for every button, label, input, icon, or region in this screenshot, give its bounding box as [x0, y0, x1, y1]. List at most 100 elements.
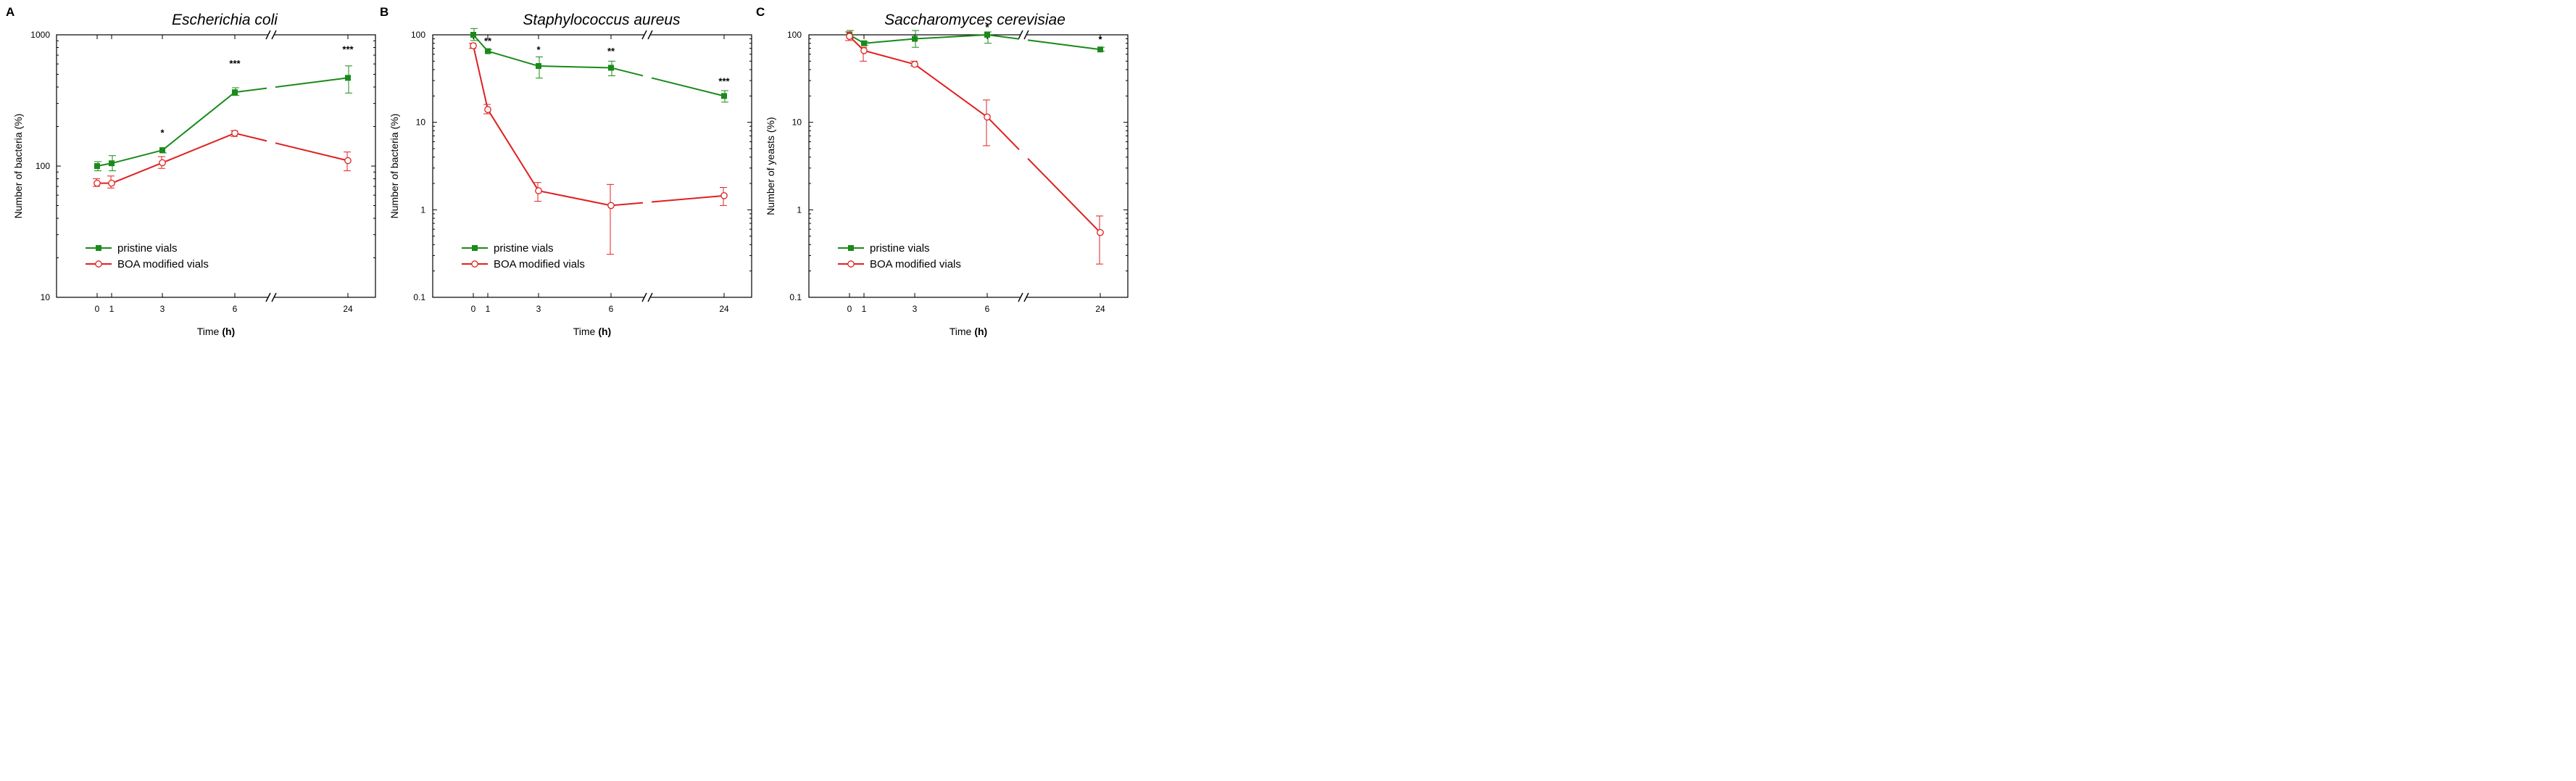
panel-letter: B — [380, 5, 389, 19]
data-point-pristine — [984, 32, 990, 38]
data-point-pristine — [94, 163, 100, 169]
y-tick-label: 10 — [792, 117, 802, 128]
x-axis: 0 1 3 6 24 — [847, 35, 1105, 314]
data-point-pristine — [721, 93, 727, 99]
legend: pristine vials BOA modified vials — [462, 242, 585, 270]
significance-label: ** — [607, 46, 615, 57]
axis-break-mark — [647, 30, 653, 40]
x-tick-label: 1 — [486, 304, 491, 314]
data-point-pristine — [912, 36, 918, 42]
axis-break-mark — [271, 292, 277, 302]
series-line-segment — [914, 63, 988, 118]
data-point-pristine — [159, 147, 165, 154]
y-tick-label: 100 — [787, 30, 802, 40]
plot-frame — [432, 34, 752, 298]
series-pristine-vials — [847, 30, 1105, 53]
panel-letter: A — [6, 5, 14, 19]
y-tick-label: 0.1 — [413, 292, 425, 302]
data-point-boa — [607, 202, 615, 210]
x-tick-label: 0 — [471, 304, 476, 314]
x-tick-label: 6 — [609, 304, 614, 314]
series-line-segment — [986, 116, 1020, 150]
y-tick-label: 10 — [416, 117, 426, 128]
y-axis-title: Number of bacteria (%) — [12, 114, 24, 219]
legend-label: BOA modified vials — [870, 258, 961, 270]
panel-a-chart: A Escherichia coli 10 100 1000 0 1 3 6 24 Time (h) N… — [6, 5, 376, 337]
chart-title: Escherichia coli — [172, 12, 278, 28]
series-line-segment — [610, 67, 644, 77]
y-tick-label: 10 — [41, 292, 51, 302]
legend-label: pristine vials — [117, 242, 178, 255]
plot-frame — [56, 34, 376, 298]
data-point-boa — [108, 179, 115, 187]
series-line-segment — [487, 109, 539, 191]
x-axis: 0 1 3 6 24 — [471, 35, 729, 314]
series-line-segment — [111, 149, 163, 165]
data-point-boa — [911, 60, 918, 68]
series-line-segment — [162, 91, 236, 151]
legend-marker-square — [472, 245, 478, 251]
axis-break-gap — [268, 293, 274, 302]
x-tick-label: 6 — [233, 304, 238, 314]
axis-break-mark — [1018, 30, 1023, 40]
series-line-segment — [986, 34, 1020, 40]
series-line-segment — [487, 50, 539, 67]
axis-break-mark — [641, 30, 647, 40]
series-line-segment — [111, 162, 163, 184]
data-point-pristine — [470, 32, 476, 38]
significance-label: ** — [484, 36, 492, 46]
data-point-boa — [1097, 228, 1104, 236]
series-line-segment — [538, 190, 612, 207]
series-boa-modified-vials — [469, 42, 728, 255]
x-axis: 0 1 3 6 24 — [95, 35, 353, 314]
x-tick-label: 24 — [719, 304, 729, 314]
x-tick-label: 3 — [160, 304, 165, 314]
legend-marker-square — [848, 245, 854, 251]
data-point-boa — [470, 42, 477, 49]
axis-break-mark — [1023, 292, 1029, 302]
significance-label: *** — [229, 58, 241, 69]
series-boa-modified-vials — [93, 129, 352, 189]
legend: pristine vials BOA modified vials — [838, 242, 961, 270]
y-tick-label: 1000 — [30, 30, 50, 40]
legend-label: pristine vials — [494, 242, 554, 255]
series-line-segment — [651, 77, 725, 97]
x-tick-label: 0 — [95, 304, 100, 314]
significance-label: * — [1098, 33, 1102, 44]
data-point-boa — [860, 46, 868, 54]
series-line-segment — [914, 34, 988, 40]
axis-break-gap — [644, 293, 650, 302]
legend-marker-square — [96, 245, 101, 251]
series-line-segment — [473, 45, 489, 110]
series-pristine-vials — [470, 28, 728, 103]
x-tick-label: 3 — [536, 304, 541, 314]
series-line-segment — [610, 202, 644, 207]
x-axis-title-text: Time — [950, 326, 972, 337]
series-line-segment — [1027, 39, 1101, 51]
data-point-boa — [535, 187, 542, 194]
series-line-segment — [538, 65, 612, 69]
chart-title: Saccharomyces cerevisiae — [884, 12, 1065, 28]
y-tick-label: 0.1 — [789, 292, 802, 302]
y-tick-label: 100 — [36, 161, 50, 171]
series-pristine-vials — [94, 65, 352, 172]
significance-label: *** — [718, 76, 730, 87]
data-point-boa — [984, 113, 991, 121]
legend-marker-circle — [471, 260, 478, 268]
x-tick-label: 1 — [862, 304, 867, 314]
data-point-pristine — [536, 63, 541, 70]
axis-break-gap — [268, 30, 274, 39]
series-line-segment — [275, 77, 349, 88]
axis-break-gap — [1021, 293, 1026, 302]
series-line-segment — [1027, 157, 1101, 234]
x-tick-label: 24 — [1095, 304, 1105, 314]
series-line-segment — [275, 142, 349, 162]
data-point-pristine — [485, 48, 491, 54]
data-point-boa — [846, 33, 853, 40]
series-line-segment — [863, 38, 915, 44]
series-line-segment — [234, 87, 267, 94]
data-point-pristine — [232, 89, 238, 96]
